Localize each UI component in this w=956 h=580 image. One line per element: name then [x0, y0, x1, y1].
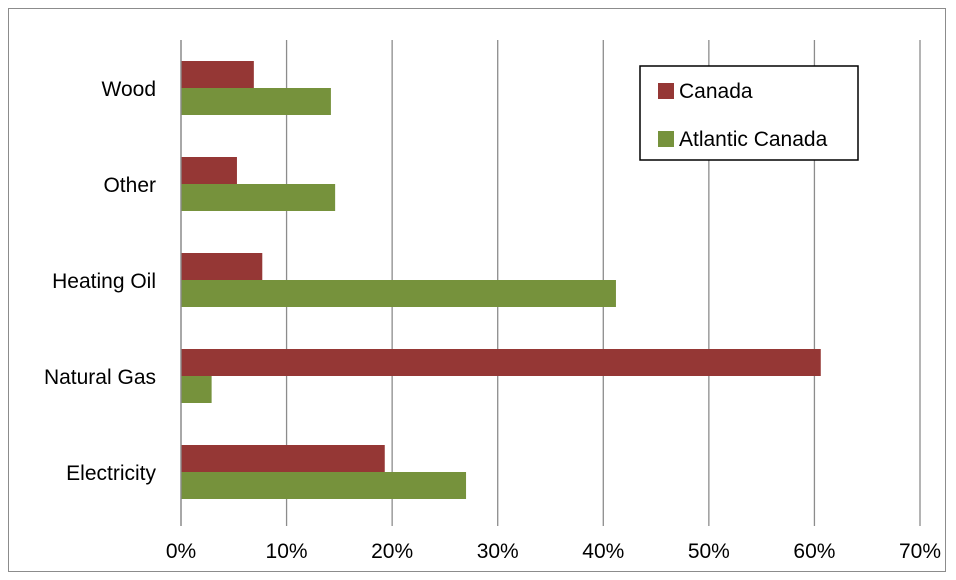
legend-label-atlantic-canada: Atlantic Canada: [679, 128, 828, 151]
x-axis: 0% 10% 20% 30% 40% 50% 60% 70%: [166, 520, 941, 563]
legend-swatch-canada: [658, 83, 674, 99]
bar-canada-wood: [181, 61, 254, 88]
x-tick-label: 60%: [793, 540, 835, 563]
legend-label-canada: Canada: [679, 80, 753, 103]
y-category-label: Other: [103, 174, 156, 197]
bar-canada-electricity: [181, 445, 385, 472]
legend-swatch-atlantic-canada: [658, 131, 674, 147]
x-tick-label: 30%: [477, 540, 519, 563]
bar-canada-heating-oil: [181, 253, 263, 280]
y-axis: Electricity Natural Gas Heating Oil Other Wo…: [44, 40, 182, 526]
bar-canada-natural-gas: [181, 349, 821, 376]
x-tick-label: 70%: [899, 540, 941, 563]
x-tick-label: 20%: [371, 540, 413, 563]
x-tick-label: 50%: [688, 540, 730, 563]
y-category-label: Wood: [102, 78, 156, 101]
bar-canada-other: [181, 157, 237, 184]
bar-atlantic-canada-electricity: [181, 472, 467, 499]
bar-atlantic-canada-other: [181, 184, 336, 211]
bars: [181, 61, 821, 499]
legend-box: [639, 65, 859, 161]
legend: Canada Atlantic Canada: [639, 65, 859, 161]
y-category-label: Natural Gas: [44, 366, 156, 389]
y-category-label: Electricity: [66, 462, 156, 485]
x-tick-label: 10%: [266, 540, 308, 563]
x-tick-label: 0%: [166, 540, 196, 563]
x-tick-label: 40%: [582, 540, 624, 563]
bar-atlantic-canada-heating-oil: [181, 280, 616, 307]
bar-atlantic-canada-wood: [181, 88, 331, 115]
bar-atlantic-canada-natural-gas: [181, 376, 212, 403]
y-category-label: Heating Oil: [52, 270, 156, 293]
